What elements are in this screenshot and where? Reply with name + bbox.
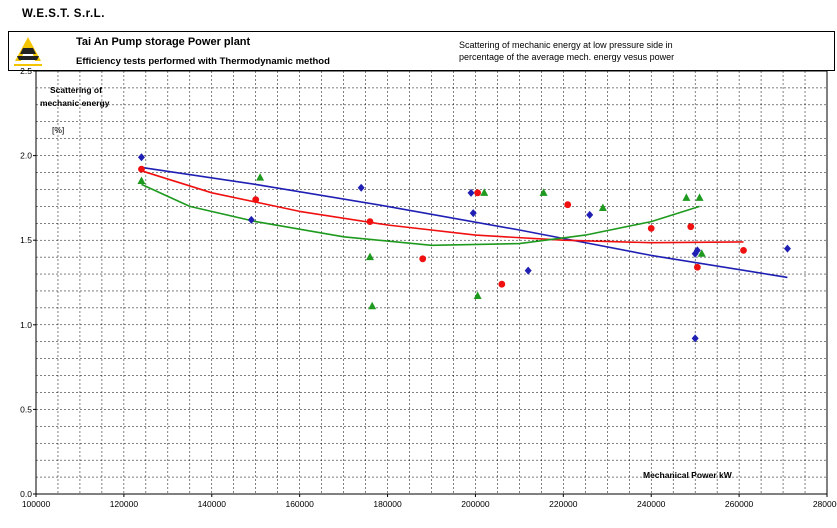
green-triangle-point (480, 188, 489, 196)
green-triangle-point (695, 193, 704, 201)
green-triangle-point (598, 203, 607, 212)
y-tick-label: 2.5 (20, 66, 32, 76)
y-axis-label-line-2: mechanic energy (40, 98, 110, 108)
x-tick-label: 240000 (637, 499, 666, 509)
x-tick-label: 160000 (285, 499, 314, 509)
red-circle-point (252, 196, 260, 203)
red-circle-point (498, 280, 506, 288)
blue-diamond-point (783, 244, 791, 253)
chart-grid (35, 70, 828, 495)
x-tick-label: 100000 (22, 499, 51, 509)
y-tick-label: 2.0 (20, 151, 32, 161)
data-markers (137, 153, 791, 343)
red-circle-point (740, 246, 747, 254)
axis-ticks: 100000 120000 140000 160000 180000 200000 2200… (20, 66, 837, 509)
blue-diamond-point (137, 153, 145, 162)
blue-diamond-point (524, 266, 532, 275)
red-circle-point (564, 201, 572, 209)
x-axis-label: Mechanical Power kW (643, 470, 733, 480)
green-triangle-point (697, 249, 706, 257)
blue-diamond-point (586, 210, 594, 219)
trend-lines (141, 166, 788, 279)
x-tick-label: 200000 (461, 499, 490, 509)
blue-diamond-point (469, 209, 477, 218)
red-trend-line (141, 170, 744, 244)
y-tick-label: 1.5 (20, 235, 32, 245)
green-triangle-point (473, 291, 482, 300)
y-tick-label: 0.0 (20, 489, 32, 499)
red-circle-point (474, 189, 482, 197)
method-subtitle: Efficiency tests performed with Thermody… (76, 56, 330, 67)
green-triangle-point (256, 173, 265, 181)
x-tick-label: 140000 (198, 499, 227, 509)
y-axis-unit: [%] (52, 125, 64, 135)
green-trend-line (141, 183, 700, 247)
green-triangle-point (365, 252, 374, 261)
x-tick-label: 120000 (110, 499, 139, 509)
y-tick-label: 1.0 (20, 320, 32, 330)
blue-diamond-point (691, 334, 699, 343)
red-circle-point (693, 263, 701, 271)
green-triangle-point (539, 188, 548, 196)
blue-diamond-point (693, 246, 701, 255)
plant-title: Tai An Pump storage Power plant (76, 36, 251, 48)
company-name: W.E.S.T. S.r.L. (22, 8, 105, 20)
sun-logo-icon (12, 34, 44, 68)
red-circle-point (647, 224, 655, 232)
plot-area (35, 70, 828, 495)
y-axis-label-line-1: Scattering of (50, 85, 102, 95)
blue-diamond-point (357, 183, 365, 192)
chart-description-line-2: percentage of the average mech. energy v… (459, 52, 675, 62)
green-triangle-point (368, 301, 377, 310)
chart-description-line-1: Scattering of mechanic energy at low pre… (459, 40, 673, 50)
blue-trend-line (141, 166, 788, 279)
x-tick-label: 220000 (549, 499, 578, 509)
green-triangle-point (137, 176, 146, 184)
red-circle-point (366, 218, 374, 225)
blue-diamond-point (247, 215, 255, 224)
red-circle-point (419, 255, 427, 263)
y-tick-label: 0.5 (20, 404, 32, 414)
x-tick-label: 180000 (373, 499, 402, 509)
red-circle-point (138, 165, 145, 173)
blue-diamond-point (467, 188, 475, 197)
green-triangle-point (682, 193, 691, 201)
red-circle-point (687, 223, 695, 231)
x-tick-label: 260000 (725, 499, 754, 509)
